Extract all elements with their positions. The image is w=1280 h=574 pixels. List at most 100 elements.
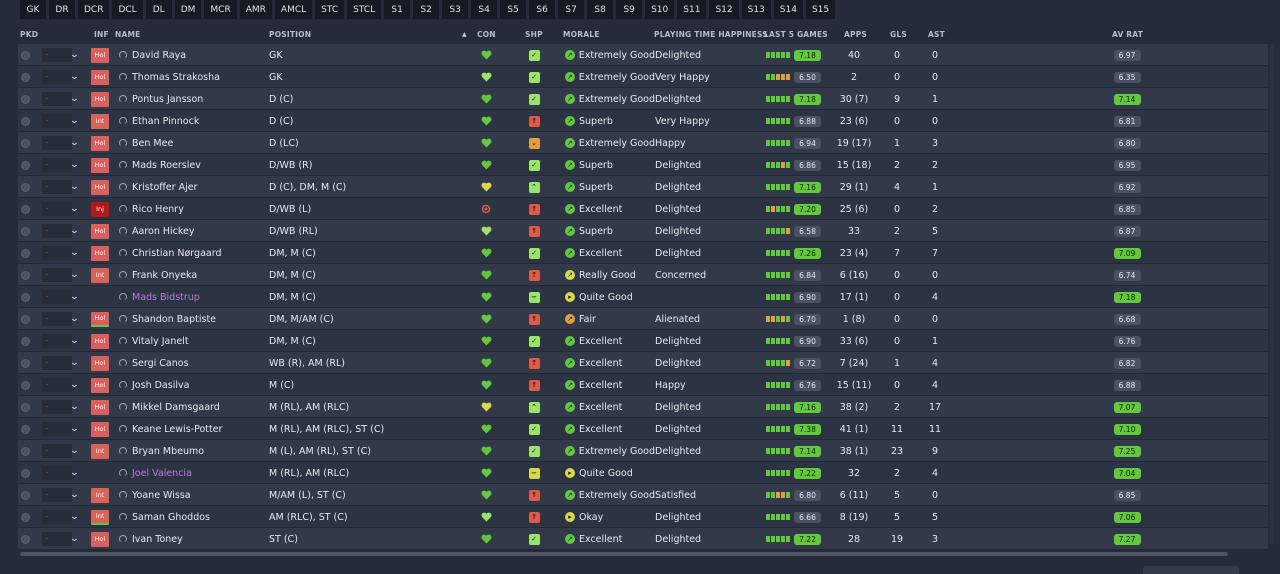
checkbox-circle-icon[interactable] (21, 204, 30, 214)
player-name-cell[interactable]: Kristoffer Ajer (118, 176, 263, 198)
sort-ascending-icon[interactable]: ▲ (462, 31, 467, 38)
table-row[interactable]: · ⌄ Hol Ivan Toney ST (C) ✓ ↗ Excellent Delighte… (18, 528, 1268, 550)
select-checkbox[interactable] (21, 286, 31, 308)
status-badge[interactable]: Hol (91, 47, 109, 63)
player-name[interactable]: Christian Nørgaard (132, 247, 222, 259)
player-name-cell[interactable]: Mads Roerslev (118, 154, 263, 176)
tab-s15[interactable]: S15 (805, 0, 836, 19)
chevron-down-icon[interactable]: ⌄ (69, 116, 80, 126)
select-checkbox[interactable] (21, 330, 31, 352)
chevron-down-icon[interactable]: ⌄ (69, 292, 80, 302)
pkd-selector[interactable]: · (42, 400, 72, 414)
table-row[interactable]: · ⌄ Hol Keane Lewis-Potter M (RL), AM (RLC),… (18, 418, 1268, 440)
col-position[interactable]: POSITION (269, 30, 312, 39)
tab-s5[interactable]: S5 (500, 0, 527, 19)
pkd-selector[interactable]: · (42, 422, 72, 436)
tab-s3[interactable]: S3 (442, 0, 469, 19)
pkd-selector[interactable]: · (42, 356, 72, 370)
checkbox-circle-icon[interactable] (21, 446, 30, 456)
player-name[interactable]: Frank Onyeka (132, 269, 198, 281)
pkd-dropdown[interactable]: · (42, 462, 92, 484)
tab-dr[interactable]: DR (49, 0, 75, 19)
select-checkbox[interactable] (21, 418, 31, 440)
chevron-down-icon[interactable]: ⌄ (69, 336, 80, 346)
chevron-down-icon[interactable]: ⌄ (69, 226, 80, 236)
chevron-down-icon[interactable]: ⌄ (69, 534, 80, 544)
pkd-dropdown[interactable]: · (42, 374, 92, 396)
chevron-down-icon[interactable]: ⌄ (69, 138, 80, 148)
table-row[interactable]: · ⌄ Hol Pontus Jansson D (C) ✓ ↗ Extremely Good… (18, 88, 1268, 110)
table-row[interactable]: · ⌄ Int Frank Onyeka DM, M (C) ↑ ↗ Really Good C… (18, 264, 1268, 286)
player-name-cell[interactable]: Saman Ghoddos (118, 506, 263, 528)
tab-dcr[interactable]: DCR (78, 0, 110, 19)
bottom-action-button[interactable] (1143, 566, 1239, 574)
checkbox-circle-icon[interactable] (21, 138, 30, 148)
chevron-down-icon[interactable]: ⌄ (69, 72, 80, 82)
pkd-dropdown[interactable]: · (42, 110, 92, 132)
col-gls[interactable]: GLS (890, 30, 907, 39)
pkd-dropdown[interactable]: · (42, 154, 92, 176)
checkbox-circle-icon[interactable] (21, 94, 30, 104)
tab-s7[interactable]: S7 (558, 0, 585, 19)
checkbox-circle-icon[interactable] (21, 314, 30, 324)
player-name-cell[interactable]: Josh Dasilva (118, 374, 263, 396)
pkd-dropdown[interactable]: · (42, 88, 92, 110)
pkd-selector[interactable]: · (42, 488, 72, 502)
col-morale[interactable]: MORALE (563, 30, 600, 39)
status-badge[interactable]: Int (91, 487, 109, 503)
pkd-selector[interactable]: · (42, 312, 72, 326)
select-checkbox[interactable] (21, 176, 31, 198)
player-name[interactable]: Vitaly Janelt (132, 335, 189, 347)
player-name[interactable]: Rico Henry (132, 203, 184, 215)
table-row[interactable]: · ⌄ Int Ethan Pinnock D (C) ↑ ↗ Superb Very Happ… (18, 110, 1268, 132)
status-badge[interactable]: Hol (91, 311, 109, 327)
player-name-cell[interactable]: Yoane Wissa (118, 484, 263, 506)
pkd-selector[interactable]: · (42, 48, 72, 62)
select-checkbox[interactable] (21, 132, 31, 154)
player-name-cell[interactable]: Christian Nørgaard (118, 242, 263, 264)
checkbox-circle-icon[interactable] (21, 424, 30, 434)
checkbox-circle-icon[interactable] (21, 358, 30, 368)
col-shp[interactable]: SHP (525, 30, 543, 39)
select-checkbox[interactable] (21, 352, 31, 374)
checkbox-circle-icon[interactable] (21, 468, 30, 478)
pkd-dropdown[interactable]: · (42, 352, 92, 374)
player-name[interactable]: Ben Mee (132, 137, 174, 149)
table-row[interactable]: · ⌄ Hol Aaron Hickey D/WB (RL) ↑ ↗ Superb Deligh… (18, 220, 1268, 242)
col-apps[interactable]: APPS (844, 30, 867, 39)
status-badge[interactable]: Hol (91, 531, 109, 547)
col-ast[interactable]: AST (928, 30, 945, 39)
table-row[interactable]: · ⌄ Hol Mikkel Damsgaard M (RL), AM (RLC) ⌃ ↗ E… (18, 396, 1268, 418)
select-checkbox[interactable] (21, 66, 31, 88)
col-last-5-games[interactable]: LAST 5 GAMES (764, 30, 828, 39)
checkbox-circle-icon[interactable] (21, 336, 30, 346)
player-name-cell[interactable]: Ivan Toney (118, 528, 263, 550)
checkbox-circle-icon[interactable] (21, 50, 30, 60)
select-checkbox[interactable] (21, 154, 31, 176)
status-badge[interactable]: Hol (91, 135, 109, 151)
player-name-cell[interactable]: Shandon Baptiste (118, 308, 263, 330)
tab-dl[interactable]: DL (145, 0, 172, 19)
player-name[interactable]: David Raya (132, 49, 187, 61)
vertical-scrollbar[interactable] (1270, 44, 1274, 544)
player-name[interactable]: Kristoffer Ajer (132, 181, 198, 193)
pkd-dropdown[interactable]: · (42, 220, 92, 242)
pkd-selector[interactable]: · (42, 510, 72, 524)
select-checkbox[interactable] (21, 396, 31, 418)
col-inf[interactable]: INF (94, 30, 109, 39)
pkd-selector[interactable]: · (42, 114, 72, 128)
player-name[interactable]: Sergi Canos (132, 357, 189, 369)
checkbox-circle-icon[interactable] (21, 490, 30, 500)
pkd-dropdown[interactable]: · (42, 264, 92, 286)
status-badge[interactable]: Int (91, 509, 109, 525)
select-checkbox[interactable] (21, 528, 31, 550)
pkd-dropdown[interactable]: · (42, 66, 92, 88)
pkd-selector[interactable]: · (42, 268, 72, 282)
pkd-selector[interactable]: · (42, 334, 72, 348)
chevron-down-icon[interactable]: ⌄ (69, 468, 80, 478)
player-name-cell[interactable]: Thomas Strakosha (118, 66, 263, 88)
tab-gk[interactable]: GK (20, 0, 46, 19)
pkd-dropdown[interactable]: · (42, 198, 92, 220)
chevron-down-icon[interactable]: ⌄ (69, 512, 80, 522)
player-name-cell[interactable]: Pontus Jansson (118, 88, 263, 110)
